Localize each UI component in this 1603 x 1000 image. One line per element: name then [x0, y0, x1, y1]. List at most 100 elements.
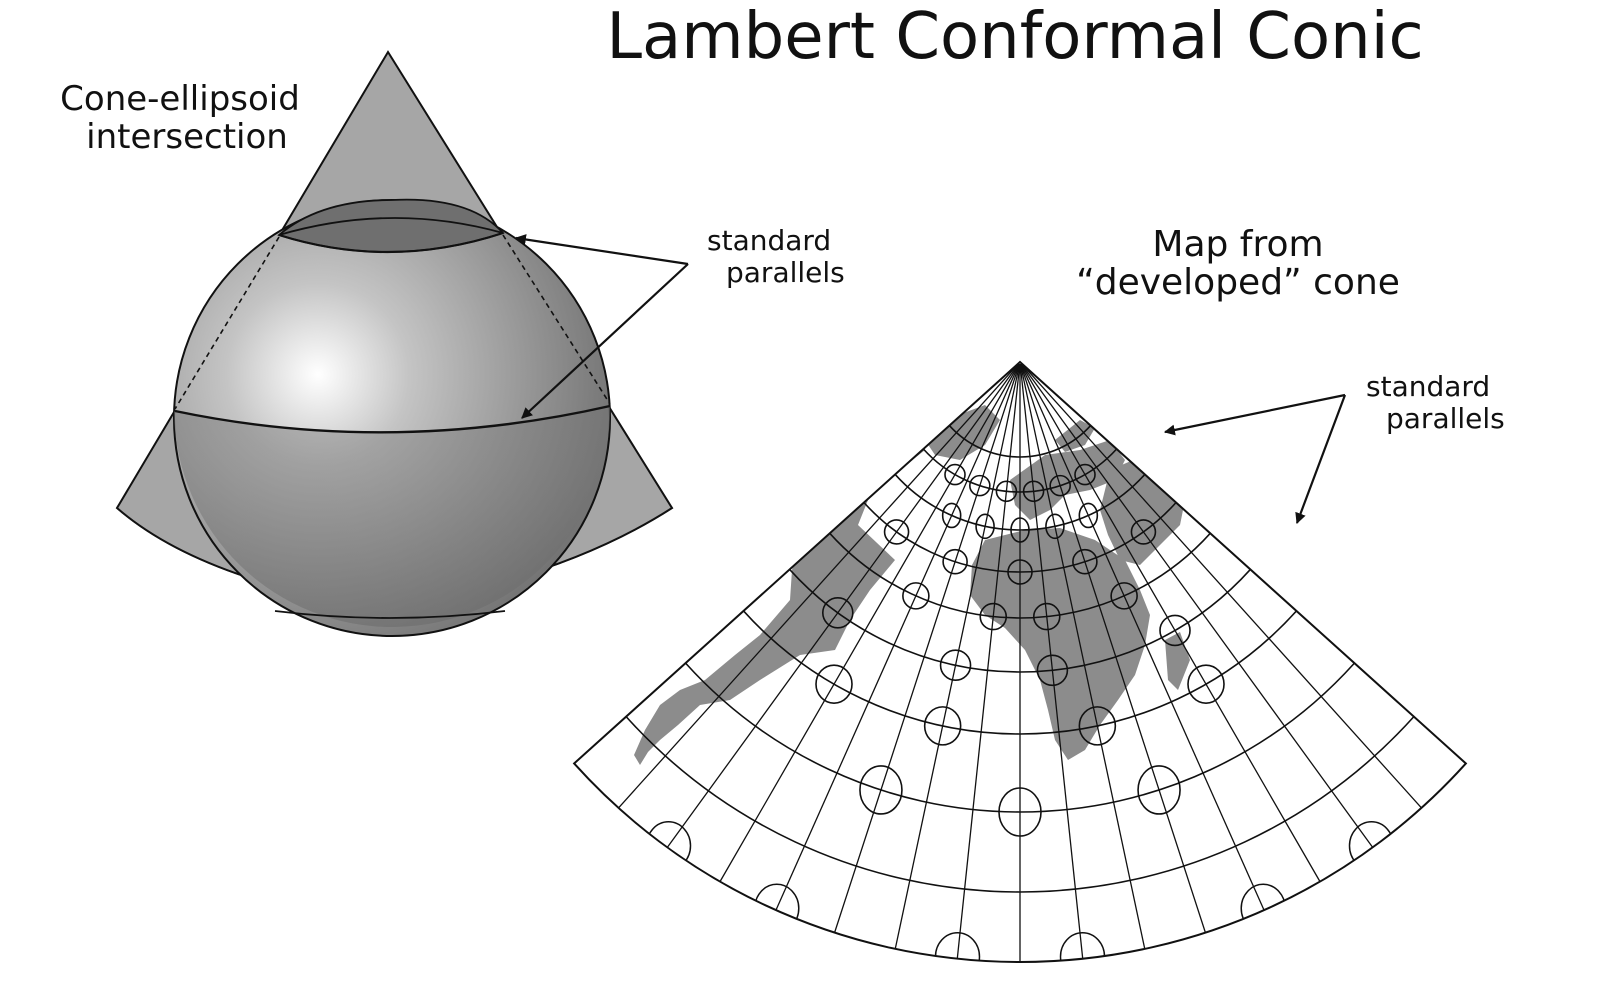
tissot-ellipse [1159, 614, 1191, 647]
tissot-indicatrix-icon [923, 706, 962, 746]
tissot-ellipse [998, 787, 1042, 837]
page-title: Lambert Conformal Conic [606, 0, 1423, 74]
tissot-indicatrix-icon [1045, 513, 1065, 540]
tissot-indicatrix-icon [1130, 519, 1157, 545]
tissot-ellipse [939, 649, 972, 682]
right-caption-line2: “developed” cone [1076, 262, 1400, 303]
meridian-line [775, 363, 1020, 911]
left-caption-line2: intersection [86, 117, 288, 157]
tissot-ellipse [1072, 548, 1098, 575]
tissot-indicatrix-icon [1049, 474, 1071, 497]
tissot-ellipse [815, 664, 853, 704]
meridian-line [1020, 363, 1265, 911]
meridian-line [1019, 363, 1207, 933]
arrow-icon [521, 263, 689, 419]
tissot-ellipse [821, 596, 854, 629]
tissot-indicatrix-icon [942, 548, 968, 575]
right-annotation-line1: standard [1366, 370, 1490, 403]
tissot-ellipse [1074, 463, 1096, 486]
tissot-indicatrix-icon [1032, 602, 1061, 631]
tissot-indicatrix-icon [939, 649, 972, 682]
meridian-line [1019, 363, 1084, 959]
tissot-ellipse [1130, 519, 1157, 545]
tissot-ellipse [1022, 480, 1045, 503]
tissot-ellipse [979, 602, 1008, 631]
hidden-cone-edge-left [174, 236, 280, 410]
tissot-indicatrix-icon [815, 664, 853, 704]
tissot-ellipse [1032, 602, 1061, 631]
tissot-indicatrix-icon [969, 474, 991, 497]
right-annotation-line2: parallels [1386, 402, 1505, 435]
meridian-line [1020, 363, 1422, 809]
tissot-indicatrix-icon [859, 765, 903, 815]
left-caption-line1: Cone-ellipsoid [60, 79, 300, 119]
tissot-indicatrix-icon [821, 596, 854, 629]
arrow-icon [1295, 394, 1347, 525]
tissot-indicatrix-icon [1072, 548, 1098, 575]
tissot-indicatrix-icon [1074, 463, 1096, 486]
tissot-indicatrix-icon [1007, 559, 1033, 585]
meridian-line [666, 363, 1020, 848]
tissot-indicatrix-icon [979, 602, 1008, 631]
sphere-lower-band [174, 406, 611, 628]
tissot-indicatrix-icon [1036, 654, 1069, 687]
tissot-indicatrix-icon [1022, 480, 1045, 503]
arrow-icon [1163, 393, 1346, 436]
tissot-indicatrix-icon [902, 582, 930, 610]
tissot-ellipse [883, 519, 910, 545]
tissot-ellipse [942, 548, 968, 575]
meridian-line [894, 363, 1021, 950]
tissot-indicatrix-icon [944, 463, 966, 486]
tissot-indicatrix-icon [1078, 502, 1099, 529]
land-africa [970, 528, 1150, 760]
tissot-ellipse [1010, 517, 1030, 543]
tissot-ellipse [1078, 706, 1117, 746]
upper-parallel-back [278, 217, 504, 236]
tissot-ellipse [1187, 664, 1225, 704]
hidden-cone-edge-right [502, 234, 611, 405]
tissot-indicatrix-icon [1110, 582, 1138, 610]
meridian-line [1019, 363, 1146, 950]
tissot-ellipse [969, 474, 991, 497]
tissot-ellipse [859, 765, 903, 815]
tissot-indicatrix-icon [941, 502, 962, 529]
tissot-indicatrix-icon [1137, 765, 1181, 815]
tissot-ellipse [995, 480, 1018, 503]
tissot-ellipse [1137, 765, 1181, 815]
tissot-ellipse [941, 502, 962, 529]
tissot-indicatrices [645, 463, 1395, 963]
meridian-line [719, 363, 1020, 882]
meridian-line [618, 363, 1020, 809]
tissot-ellipse [1036, 654, 1069, 687]
tissot-ellipse [902, 582, 930, 610]
tissot-ellipse [944, 463, 966, 486]
meridian-line [833, 363, 1021, 933]
arrow-icon [514, 234, 689, 266]
developed-cone-map [572, 360, 1468, 964]
tissot-ellipse [1049, 474, 1071, 497]
tissot-ellipse [1007, 559, 1033, 585]
land-south-america [634, 495, 895, 765]
lower-standard-parallel [174, 404, 611, 434]
land-scandinavia [1055, 420, 1095, 452]
tissot-ellipse [975, 513, 995, 540]
tissot-indicatrix-icon [883, 519, 910, 545]
upper-standard-parallel [278, 231, 504, 254]
left-annotation-line2: parallels [726, 256, 845, 289]
tissot-ellipse [1045, 513, 1065, 540]
meridian-line [1020, 363, 1374, 848]
meridian-line [1020, 363, 1321, 882]
tissot-ellipse [923, 706, 962, 746]
cone-ellipsoid-figure [115, 50, 674, 637]
right-caption-line1: Map from [1152, 224, 1323, 265]
tissot-indicatrix-icon [998, 787, 1042, 837]
tissot-indicatrix-icon [1010, 517, 1030, 543]
tissot-indicatrix-icon [975, 513, 995, 540]
tissot-ellipse [1110, 582, 1138, 610]
tissot-ellipse [1078, 502, 1099, 529]
tissot-indicatrix-icon [1078, 706, 1117, 746]
tissot-indicatrix-icon [1187, 664, 1225, 704]
map-sector-outline [572, 360, 1468, 964]
left-annotation-line1: standard [707, 224, 831, 257]
